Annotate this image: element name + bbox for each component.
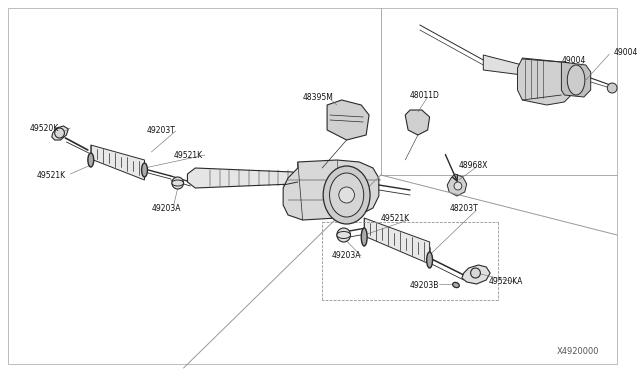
- Ellipse shape: [330, 173, 364, 217]
- Circle shape: [454, 182, 462, 190]
- Text: 49520KA: 49520KA: [488, 278, 523, 286]
- Circle shape: [54, 128, 65, 138]
- Text: 49203T: 49203T: [147, 125, 175, 135]
- Circle shape: [470, 268, 481, 278]
- Circle shape: [339, 187, 355, 203]
- Polygon shape: [91, 145, 145, 180]
- Text: 49521K: 49521K: [174, 151, 203, 160]
- Text: 49203B: 49203B: [410, 280, 440, 289]
- Polygon shape: [188, 168, 301, 188]
- Text: 49203A: 49203A: [151, 203, 181, 212]
- Polygon shape: [518, 58, 571, 105]
- Text: 49520K: 49520K: [29, 124, 58, 132]
- Polygon shape: [447, 174, 467, 196]
- Polygon shape: [327, 100, 369, 140]
- Ellipse shape: [88, 153, 93, 167]
- Circle shape: [337, 228, 351, 242]
- Ellipse shape: [337, 231, 351, 238]
- Polygon shape: [483, 55, 522, 75]
- Text: 49203A: 49203A: [332, 250, 362, 260]
- Text: 49004: 49004: [613, 48, 637, 57]
- Ellipse shape: [427, 252, 433, 268]
- Circle shape: [607, 83, 617, 93]
- Text: 48203T: 48203T: [449, 203, 478, 212]
- Text: X4920000: X4920000: [557, 347, 599, 356]
- Polygon shape: [364, 218, 429, 264]
- Polygon shape: [8, 8, 617, 364]
- Text: 49521K: 49521K: [37, 170, 66, 180]
- Text: 48011D: 48011D: [410, 90, 440, 99]
- Ellipse shape: [323, 166, 370, 224]
- Ellipse shape: [141, 163, 147, 177]
- Polygon shape: [462, 265, 490, 284]
- Text: 49004: 49004: [561, 55, 586, 64]
- Polygon shape: [283, 160, 379, 220]
- Text: 48395M: 48395M: [303, 93, 333, 102]
- Polygon shape: [52, 126, 68, 140]
- Text: 49521K: 49521K: [381, 214, 410, 222]
- Ellipse shape: [361, 228, 367, 246]
- Circle shape: [172, 177, 184, 189]
- Text: 48968X: 48968X: [459, 160, 488, 170]
- Ellipse shape: [172, 180, 184, 186]
- Polygon shape: [561, 62, 591, 97]
- Polygon shape: [405, 110, 429, 135]
- Ellipse shape: [452, 282, 460, 288]
- Ellipse shape: [567, 65, 585, 95]
